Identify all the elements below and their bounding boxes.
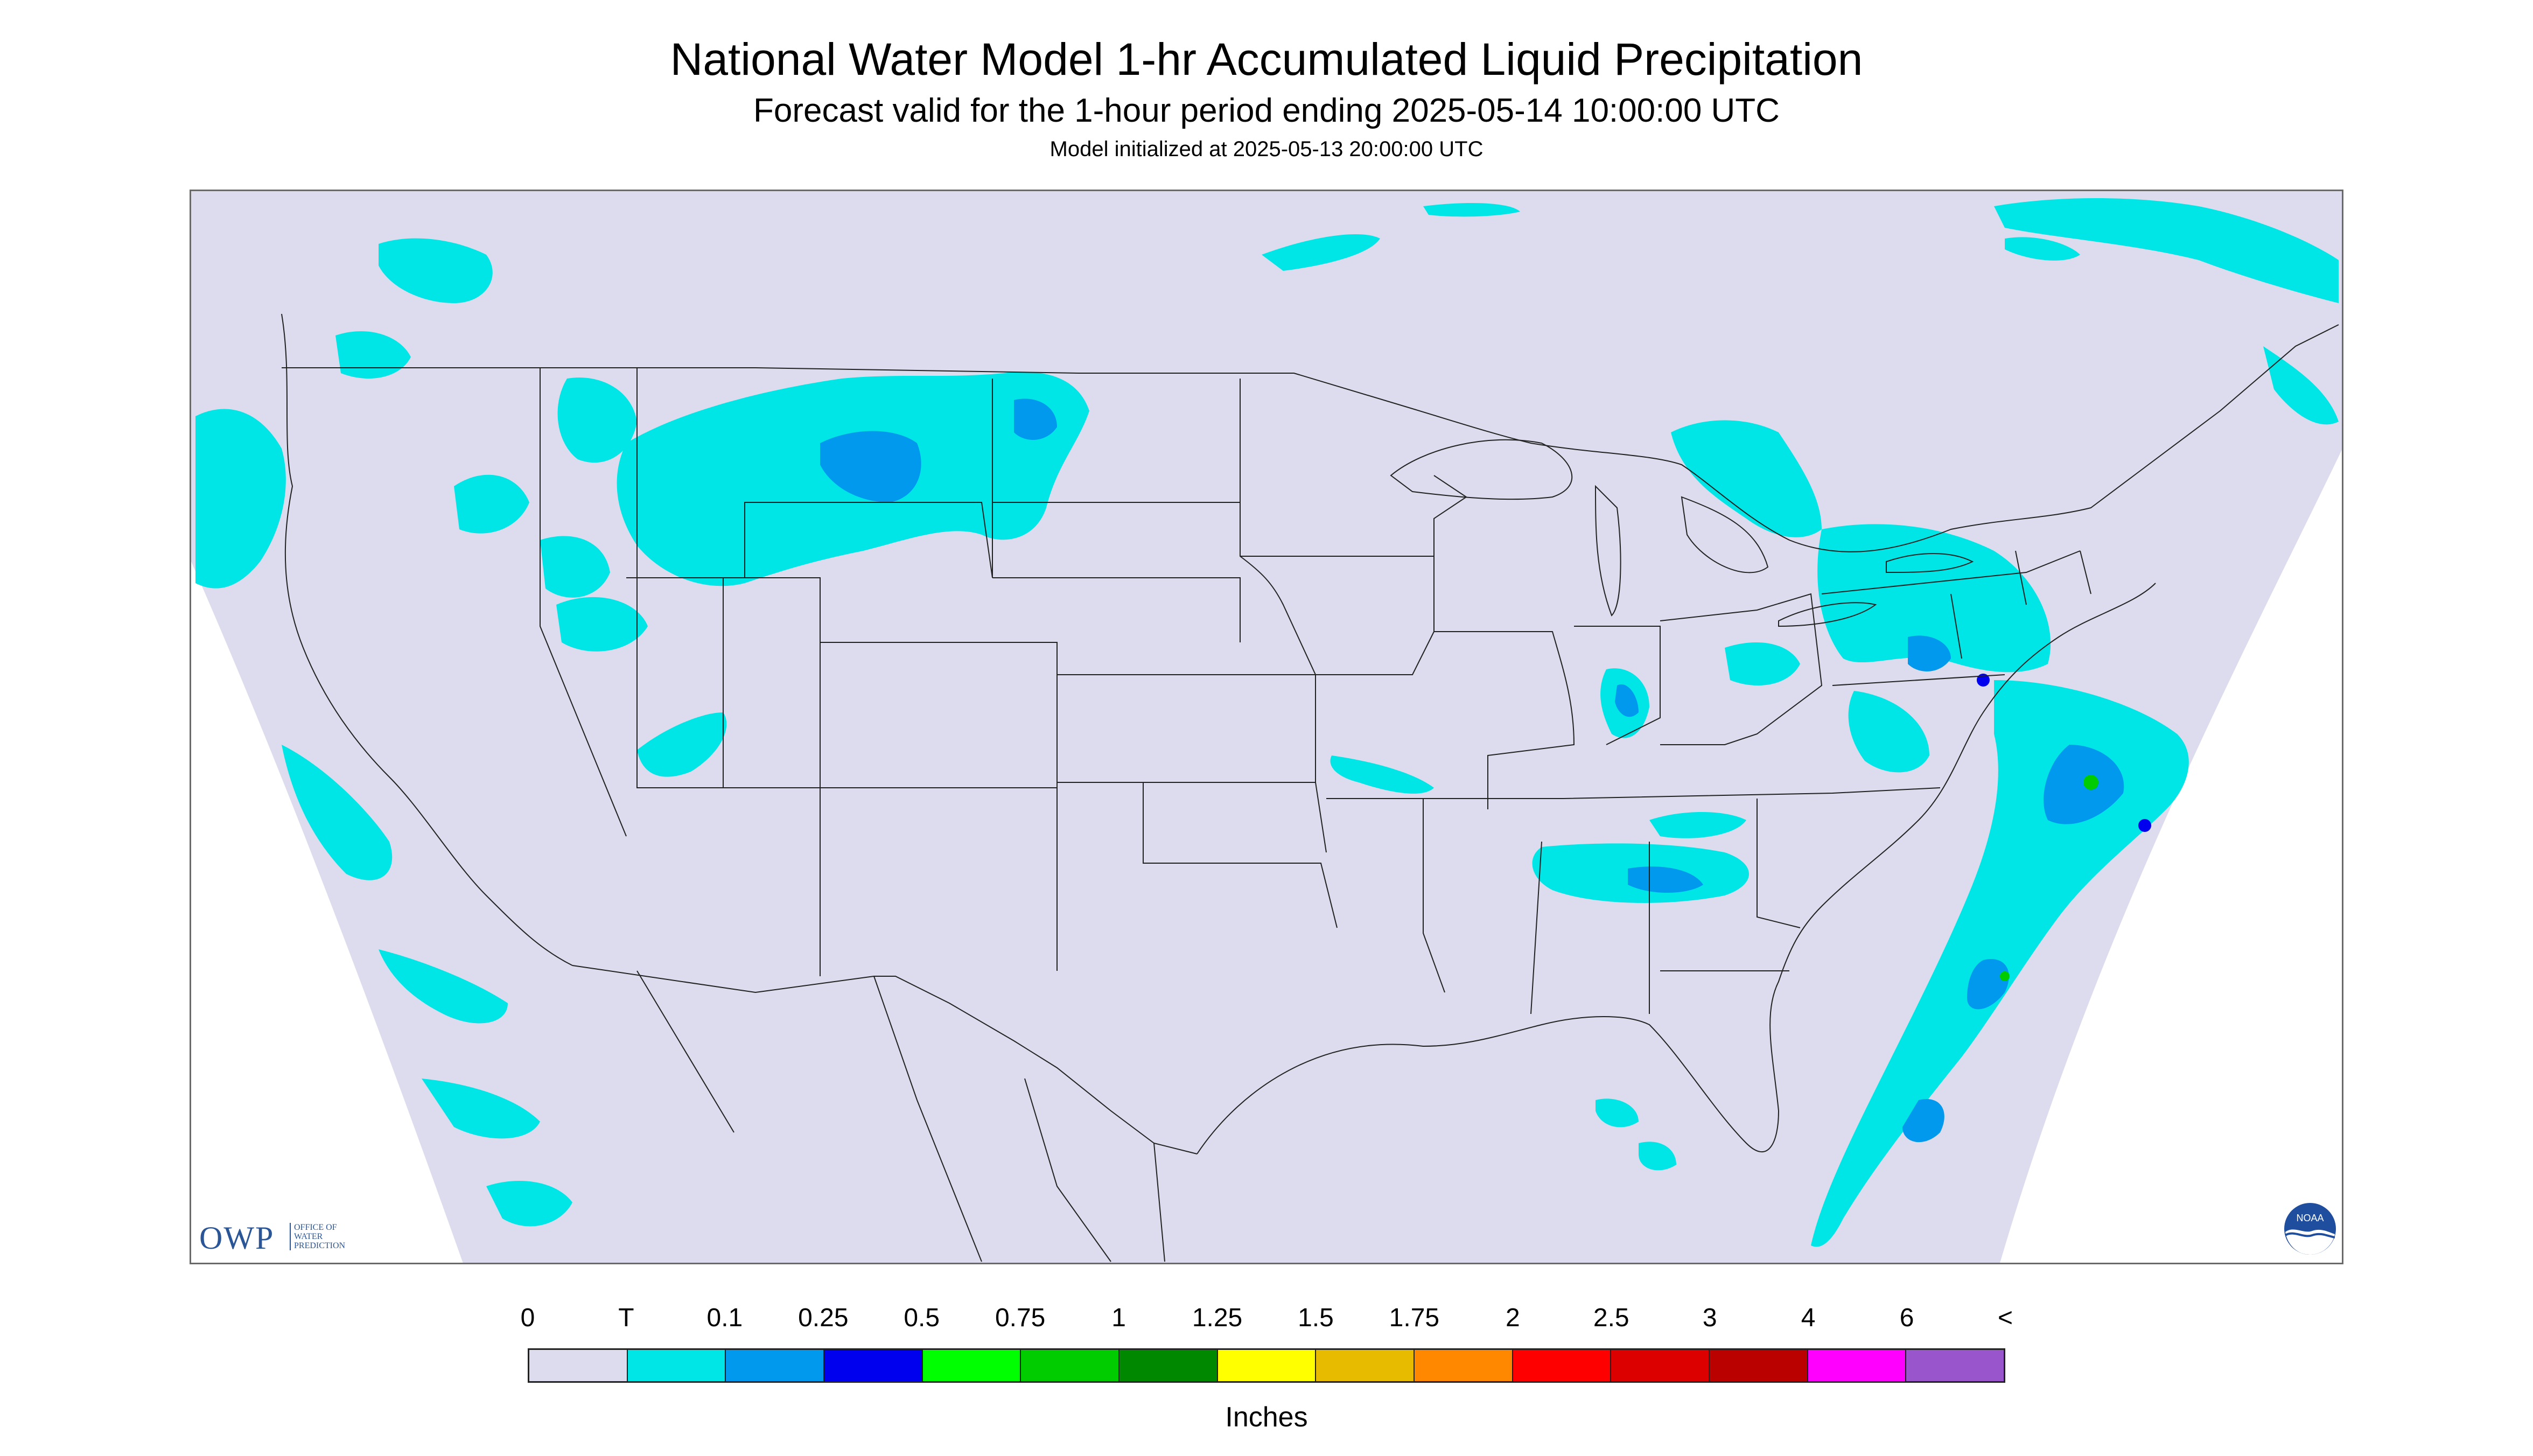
- precip-area-offshore-band-core: [1902, 745, 2124, 1143]
- legend-tick-label: 1.25: [1192, 1304, 1243, 1332]
- owp-sub-line-2: WATER: [294, 1232, 323, 1241]
- legend-swatch-0: [529, 1350, 628, 1381]
- state-lines-west: [540, 367, 1241, 976]
- legend-swatch-5: [1021, 1350, 1120, 1381]
- legend-tick-label: 1: [1111, 1304, 1126, 1332]
- precip-area-kansas-band: [1330, 755, 1434, 794]
- precip-legend-colorbar: [528, 1348, 2005, 1383]
- precip-area-pennsylvania-core: [1908, 635, 1951, 671]
- legend-tick-label: <: [1997, 1304, 2013, 1332]
- precip-area-canada-north: [1262, 198, 2339, 303]
- light-precip-areas: [820, 398, 2124, 1143]
- precip-area-utah: [637, 712, 727, 777]
- legend-tick-label: 1.5: [1298, 1304, 1334, 1332]
- legend-swatch-7: [1217, 1350, 1317, 1381]
- legend-units-label: Inches: [1225, 1402, 1308, 1433]
- gulf-coast: [1196, 583, 2156, 1154]
- precip-cell-nyc: [1977, 674, 1990, 687]
- map-title: National Water Model 1-hr Accumulated Li…: [670, 34, 1863, 85]
- legend-tick-label: 0: [520, 1304, 535, 1332]
- owp-logo: OWP OFFICE OF WATER PREDICTION: [199, 1220, 393, 1257]
- precip-cell-offshore-1: [2083, 775, 2098, 790]
- legend-swatch-12: [1710, 1350, 1808, 1381]
- legend-swatch-14: [1906, 1350, 2004, 1381]
- map-subtitle: Forecast valid for the 1-hour period end…: [753, 92, 1780, 129]
- precip-area-indiana-core: [1615, 684, 1639, 717]
- noaa-logo: NOAA: [2284, 1203, 2336, 1255]
- legend-swatch-6: [1119, 1350, 1218, 1381]
- legend-tick-label: 0.1: [706, 1304, 743, 1332]
- legend-tick-label: 2: [1505, 1304, 1520, 1332]
- legend-swatch-11: [1611, 1350, 1710, 1381]
- legend-tick-label: 0.25: [798, 1304, 849, 1332]
- legend-tick-label: 0.75: [995, 1304, 1046, 1332]
- legend-swatch-9: [1415, 1350, 1513, 1381]
- precip-area-ohio-valley: [1725, 642, 1800, 685]
- legend-tick-label: 1.75: [1389, 1304, 1440, 1332]
- state-lines-central: [992, 379, 1338, 928]
- precip-area-west-coast-offshore: [282, 745, 572, 1227]
- legend-swatch-8: [1316, 1350, 1415, 1381]
- precip-cell-offshore-3: [2000, 971, 2010, 981]
- precip-area-northwest-scatter: [335, 238, 648, 652]
- mexico-interior-lines: [636, 970, 1165, 1262]
- precip-area-wyoming-core: [1014, 398, 1057, 440]
- moderate-precip-cells: [1977, 674, 2151, 981]
- precip-cell-offshore-2: [2138, 819, 2151, 832]
- legend-swatch-1: [627, 1350, 726, 1381]
- precip-area-gulf-scatter: [1596, 1098, 1676, 1171]
- owp-logo-text: OWP: [199, 1220, 275, 1256]
- precip-area-montana-core: [820, 431, 921, 502]
- model-init-line: Model initialized at 2025-05-13 20:00:00…: [1049, 137, 1484, 161]
- legend-swatch-3: [824, 1350, 923, 1381]
- precip-area-great-lakes: [1671, 420, 1822, 537]
- us-canada-border: [282, 324, 2339, 552]
- precip-area-mid-atlantic: [1848, 691, 1929, 773]
- precip-area-quebec: [2263, 346, 2339, 425]
- state-lines-east: [1821, 550, 2091, 686]
- legend-tick-label: 2.5: [1593, 1304, 1629, 1332]
- legend-tick-label: 6: [1899, 1304, 1914, 1332]
- legend-swatch-2: [726, 1350, 825, 1381]
- boundaries: [281, 313, 2339, 1262]
- us-mexico-border: [572, 965, 1198, 1154]
- legend-swatch-4: [922, 1350, 1021, 1381]
- great-lakes: [1390, 439, 1974, 627]
- owp-sub-line-3: PREDICTION: [294, 1241, 346, 1250]
- legend-tick-label: 3: [1702, 1304, 1717, 1332]
- noaa-logo-text: NOAA: [2296, 1213, 2324, 1223]
- precip-area-southeast-core: [1628, 866, 1703, 893]
- legend-tick-label: 4: [1801, 1304, 1816, 1332]
- legend-swatch-10: [1513, 1350, 1612, 1381]
- coastline-west: [281, 313, 573, 966]
- state-lines-midwest: [1240, 475, 1823, 809]
- precip-area-northeast: [1817, 524, 2051, 673]
- legend-swatch-13: [1808, 1350, 1907, 1381]
- legend-tick-label: 0.5: [904, 1304, 940, 1332]
- precip-area-pacific-northwest: [195, 409, 286, 589]
- owp-logo-subtitle: OFFICE OF WATER PREDICTION: [290, 1223, 345, 1250]
- owp-sub-line-1: OFFICE OF: [294, 1223, 337, 1232]
- precip-area-idaho: [557, 377, 637, 463]
- precipitation-map: [190, 190, 2343, 1264]
- state-lines-south: [1326, 787, 1941, 1014]
- legend-tick-label: T: [618, 1304, 634, 1332]
